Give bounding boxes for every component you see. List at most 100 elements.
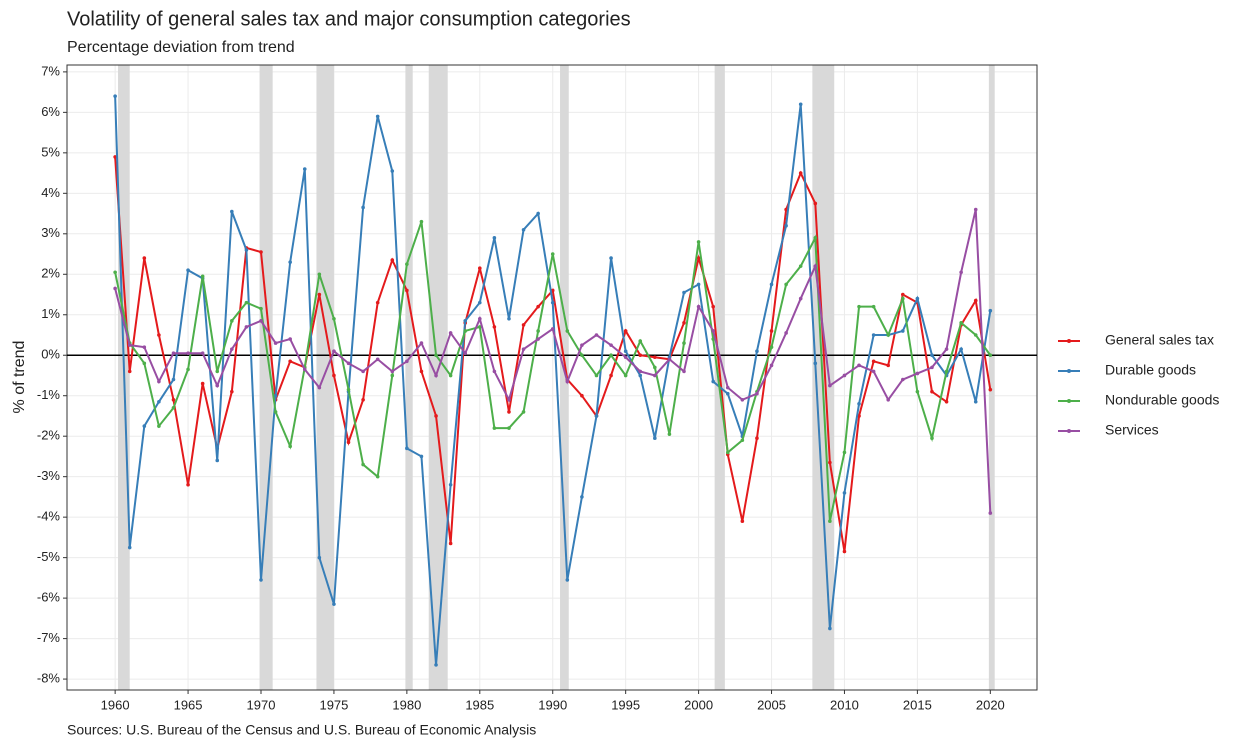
data-point	[332, 602, 336, 606]
data-point	[594, 373, 599, 378]
data-point	[696, 240, 701, 244]
recession-band	[316, 65, 334, 690]
x-tick-label: 2005	[757, 697, 786, 712]
data-point	[113, 94, 117, 98]
data-point	[901, 296, 905, 301]
y-tick-label: -3%	[37, 468, 61, 483]
data-point	[682, 290, 686, 295]
data-point	[857, 304, 861, 309]
data-point	[653, 373, 657, 378]
data-point	[565, 379, 570, 384]
data-point	[973, 298, 978, 303]
data-point	[725, 391, 730, 396]
x-tick-label: 1970	[247, 697, 276, 712]
data-point	[959, 321, 963, 325]
data-point	[638, 369, 643, 374]
data-point	[536, 304, 540, 309]
data-point	[317, 292, 322, 297]
data-point	[419, 369, 424, 374]
data-point	[332, 349, 336, 353]
data-point	[988, 511, 993, 515]
data-point	[215, 458, 220, 463]
data-point	[273, 410, 278, 414]
data-point	[113, 155, 117, 159]
data-point	[696, 282, 701, 287]
data-point	[142, 345, 147, 349]
y-tick-label: 3%	[41, 225, 60, 240]
data-point	[769, 363, 774, 368]
recession-band	[428, 65, 448, 690]
data-point	[390, 369, 395, 374]
data-point	[550, 252, 555, 256]
chart-title: Volatility of general sales tax and majo…	[67, 8, 631, 30]
data-point	[273, 341, 278, 345]
data-point	[798, 264, 803, 268]
data-point	[536, 337, 540, 341]
data-point	[346, 440, 351, 445]
data-point	[215, 369, 220, 374]
data-point	[915, 371, 920, 376]
data-point	[784, 331, 788, 335]
data-point	[623, 355, 628, 360]
data-point	[565, 329, 570, 333]
x-tick-label: 1985	[465, 697, 494, 712]
y-tick-label: 6%	[41, 104, 60, 119]
data-point	[361, 369, 365, 374]
data-point	[580, 393, 584, 398]
data-point	[623, 373, 628, 378]
legend-swatch-point	[1067, 429, 1071, 433]
data-point	[725, 450, 730, 455]
data-point	[857, 363, 861, 368]
data-point	[434, 663, 438, 667]
data-point	[711, 329, 715, 333]
data-point	[725, 385, 730, 390]
data-point	[886, 397, 891, 402]
data-point	[477, 266, 482, 271]
data-point	[798, 171, 803, 175]
data-point	[477, 317, 482, 321]
data-point	[259, 319, 263, 323]
data-point	[215, 383, 220, 388]
data-point	[930, 389, 934, 394]
data-point	[419, 454, 424, 459]
data-point	[769, 329, 774, 333]
chart-subtitle: Percentage deviation from trend	[67, 39, 295, 56]
data-point	[375, 300, 380, 305]
data-point	[959, 347, 963, 351]
data-point	[682, 369, 686, 374]
data-point	[580, 353, 584, 358]
data-point	[609, 343, 613, 347]
data-point	[798, 296, 803, 301]
data-point	[186, 268, 190, 273]
data-point	[186, 367, 190, 372]
data-point	[755, 436, 759, 441]
data-point	[711, 379, 715, 384]
x-tick-label: 1990	[538, 697, 567, 712]
data-point	[740, 519, 745, 524]
data-point	[930, 353, 934, 358]
data-point	[361, 397, 365, 402]
legend-swatch-point	[1067, 369, 1071, 373]
y-tick-label: 4%	[41, 185, 60, 200]
x-tick-label: 1975	[319, 697, 348, 712]
data-point	[230, 319, 234, 323]
data-point	[521, 347, 526, 351]
data-point	[857, 402, 861, 406]
data-point	[463, 329, 468, 333]
data-point	[521, 227, 526, 232]
data-point	[565, 578, 570, 582]
data-point	[273, 393, 278, 398]
y-tick-label: 1%	[41, 306, 60, 321]
y-tick-label: -1%	[37, 387, 61, 402]
data-point	[828, 626, 832, 631]
data-point	[609, 353, 613, 358]
data-point	[127, 545, 132, 550]
data-point	[609, 256, 613, 260]
data-point	[653, 365, 657, 370]
data-point	[346, 361, 351, 366]
data-point	[988, 308, 993, 313]
data-point	[988, 387, 993, 392]
x-tick-label: 2020	[976, 697, 1005, 712]
data-point	[127, 369, 132, 374]
data-point	[200, 351, 205, 356]
